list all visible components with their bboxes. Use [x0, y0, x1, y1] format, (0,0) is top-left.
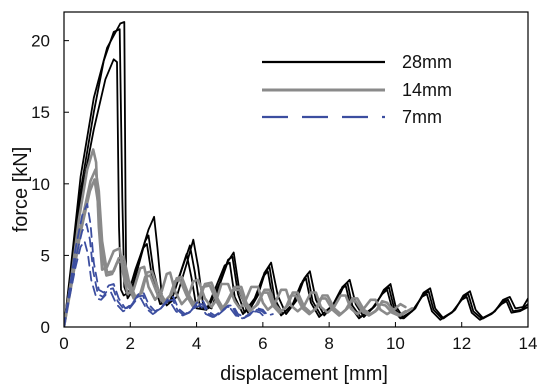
- x-tick-label: 8: [324, 334, 333, 353]
- x-tick-label: 12: [452, 334, 471, 353]
- y-tick-label: 20: [31, 32, 50, 51]
- ticks-layer: 0 2 4 6 8 10 12 14 0 5 10 15 20: [31, 32, 537, 353]
- series-line-7mm-1: [64, 203, 274, 327]
- y-axis-label: force [kN]: [10, 147, 32, 233]
- curves-layer: [64, 21, 528, 327]
- y-tick-label: 10: [31, 175, 50, 194]
- x-tick-label: 6: [258, 334, 267, 353]
- y-tick-label: 5: [41, 246, 50, 265]
- series-28mm: [64, 21, 528, 327]
- x-tick-label: 14: [519, 334, 538, 353]
- series-7mm: [64, 203, 274, 327]
- legend-label-28mm: 28mm: [402, 52, 452, 72]
- y-tick-label: 15: [31, 103, 50, 122]
- series-line-14mm-3: [64, 178, 407, 327]
- plot-frame: [63, 11, 529, 328]
- y-tick-label: 0: [41, 318, 50, 337]
- legend: 28mm 14mm 7mm: [262, 52, 452, 127]
- series-14mm: [64, 148, 414, 327]
- x-tick-label: 4: [192, 334, 201, 353]
- legend-label-14mm: 14mm: [402, 80, 452, 100]
- legend-label-7mm: 7mm: [402, 107, 442, 127]
- x-tick-label: 2: [126, 334, 135, 353]
- series-line-14mm-2: [64, 168, 414, 327]
- series-line-28mm-2: [64, 28, 528, 327]
- x-axis-label: displacement [mm]: [220, 363, 388, 385]
- x-tick-label: 0: [59, 334, 68, 353]
- series-line-14mm-1: [64, 148, 407, 327]
- x-tick-label: 10: [386, 334, 405, 353]
- series-line-7mm-3: [64, 240, 266, 327]
